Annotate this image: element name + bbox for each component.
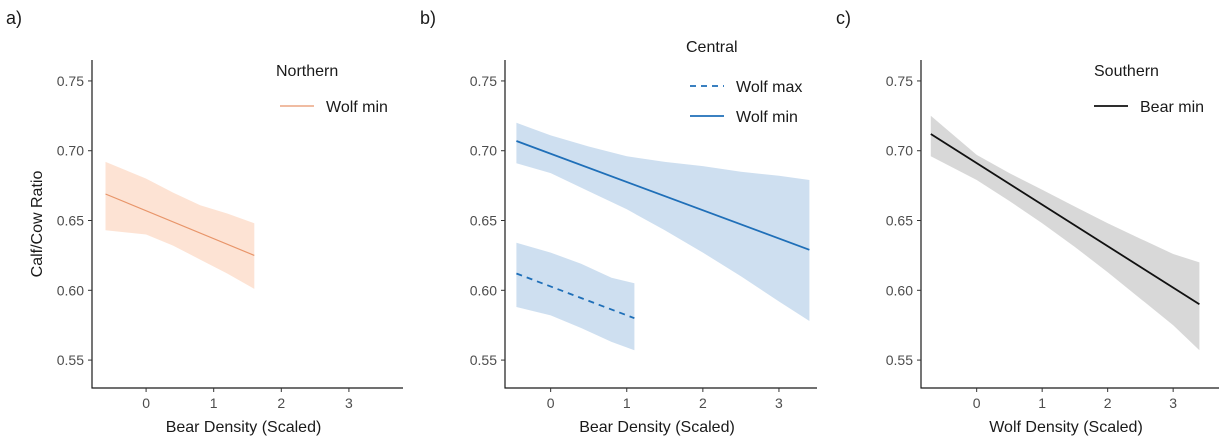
- x-tick-label: 0: [547, 395, 555, 411]
- y-tick-label: 0.65: [886, 213, 913, 229]
- x-tick-label: 0: [973, 395, 981, 411]
- legend-label: Wolf min: [326, 99, 388, 116]
- x-tick-label: 1: [1038, 395, 1046, 411]
- y-tick-label: 0.70: [470, 143, 497, 159]
- x-tick-label: 1: [210, 395, 218, 411]
- y-tick-label: 0.55: [470, 352, 497, 368]
- x-tick-label: 3: [775, 395, 783, 411]
- legend-label: Bear min: [1140, 99, 1204, 116]
- series-line: [930, 133, 1200, 306]
- panel-0: a) 0.55 0.60 0.65 0.70 0.75 0 1 2 3 Bear Density (…: [6, 8, 403, 436]
- y-tick-label: 0.70: [886, 143, 913, 159]
- series-line: [105, 193, 255, 256]
- legend-title: Central: [686, 39, 738, 56]
- confidence-band: [516, 122, 810, 321]
- y-tick-label: 0.60: [57, 282, 84, 298]
- y-tick-label: 0.75: [470, 73, 497, 89]
- confidence-band: [516, 242, 635, 351]
- y-tick-label: 0.70: [57, 143, 84, 159]
- x-axis-title: Bear Density (Scaled): [166, 419, 322, 436]
- y-axis-title: Calf/Cow Ratio: [29, 171, 46, 278]
- series-line: [516, 140, 810, 251]
- panel-label: b): [420, 8, 436, 28]
- x-tick-label: 2: [699, 395, 707, 411]
- legend: Southern Bear min: [1094, 63, 1204, 116]
- x-axis-title: Bear Density (Scaled): [579, 419, 735, 436]
- y-tick-label: 0.75: [886, 73, 913, 89]
- legend: Northern Wolf min: [276, 63, 388, 116]
- y-tick-label: 0.75: [57, 73, 84, 89]
- y-tick-label: 0.60: [470, 282, 497, 298]
- y-tick-label: 0.65: [470, 213, 497, 229]
- y-tick-label: 0.65: [57, 213, 84, 229]
- y-tick-label: 0.55: [57, 352, 84, 368]
- x-tick-label: 1: [623, 395, 631, 411]
- legend: Central Wolf max Wolf min: [686, 39, 802, 126]
- x-tick-label: 3: [345, 395, 353, 411]
- confidence-band: [930, 115, 1200, 351]
- panel-label: a): [6, 8, 22, 28]
- y-tick-label: 0.60: [886, 282, 913, 298]
- legend-label: Wolf min: [736, 109, 798, 126]
- legend-title: Northern: [276, 63, 338, 80]
- legend-label: Wolf max: [736, 79, 802, 96]
- panel-label: c): [836, 8, 851, 28]
- x-tick-label: 3: [1169, 395, 1177, 411]
- x-tick-label: 2: [277, 395, 285, 411]
- confidence-band: [105, 161, 255, 289]
- x-tick-label: 2: [1104, 395, 1112, 411]
- x-tick-label: 0: [142, 395, 150, 411]
- panel-1: b) 0.55 0.60 0.65 0.70 0.75 0 1 2 3 Bear Density (…: [420, 8, 817, 436]
- x-axis-title: Wolf Density (Scaled): [989, 419, 1143, 436]
- panel-2: c) 0.55 0.60 0.65 0.70 0.75 0 1 2 3 Wolf Density (…: [836, 8, 1219, 436]
- legend-title: Southern: [1094, 63, 1159, 80]
- y-tick-label: 0.55: [886, 352, 913, 368]
